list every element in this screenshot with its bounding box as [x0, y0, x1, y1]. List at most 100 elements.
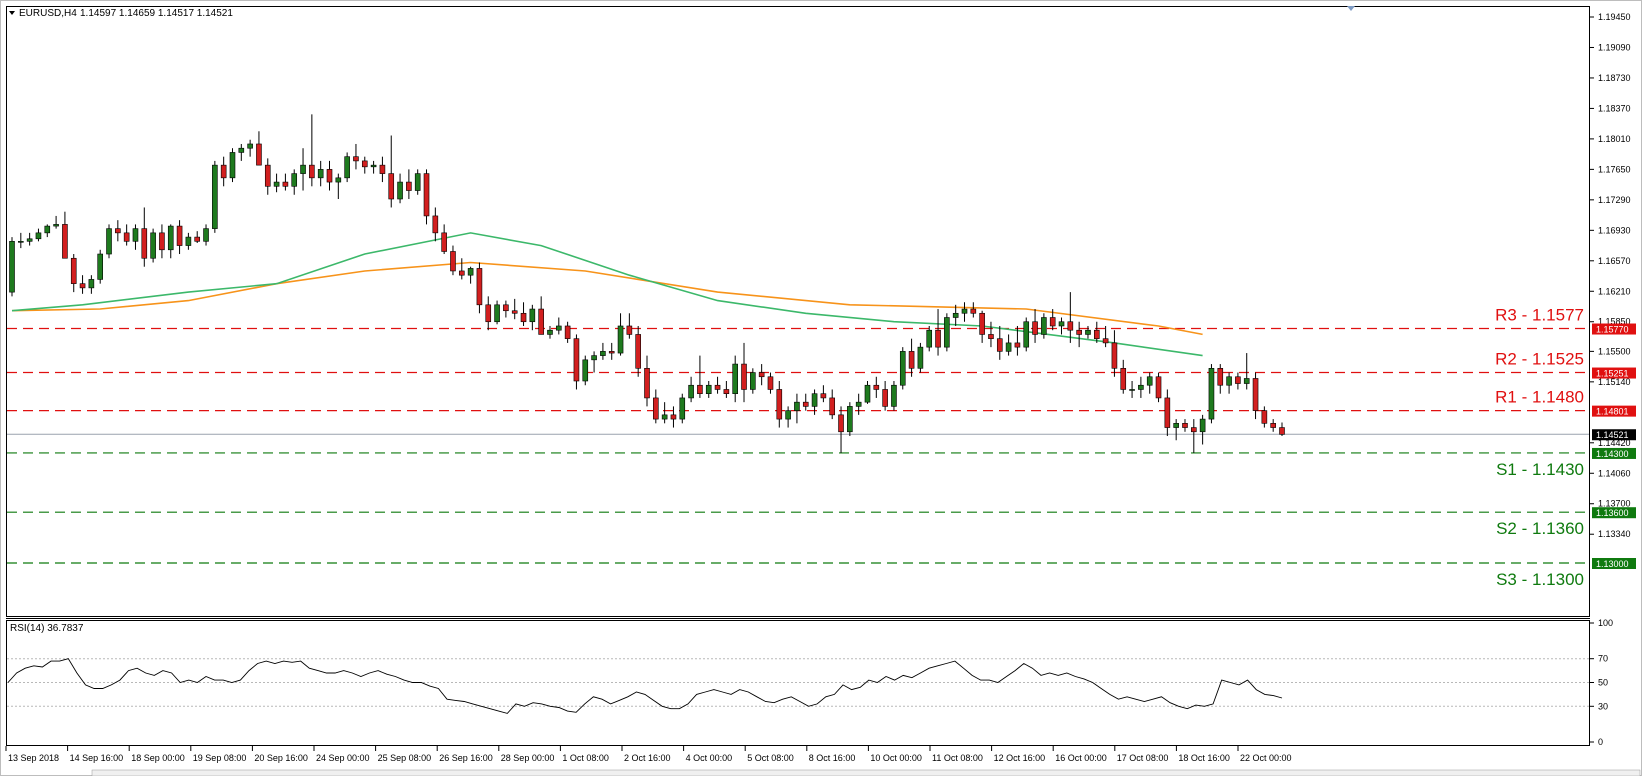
candle [820, 385, 827, 403]
chart-scrollbar[interactable] [91, 769, 1641, 776]
candle [458, 258, 465, 280]
bull-candle-body [864, 384, 871, 403]
candle [1129, 381, 1135, 398]
bear-candle-body [970, 308, 977, 314]
candle [247, 139, 253, 157]
support-label: S1 - 1.1430 [1496, 460, 1584, 479]
candle [847, 402, 853, 437]
time-tick-label: 8 Oct 16:00 [809, 753, 856, 763]
candle [1138, 376, 1144, 398]
bull-candle-body [952, 312, 959, 318]
candle [891, 381, 897, 411]
candle [705, 381, 712, 398]
support-label: S3 - 1.1300 [1496, 570, 1584, 589]
candle [529, 304, 536, 331]
candle [282, 173, 289, 191]
candle [1093, 321, 1100, 343]
bear-candle-body [1164, 397, 1171, 428]
candle [26, 232, 33, 246]
bull-candle-body [944, 317, 950, 348]
bear-candle-body [697, 384, 703, 394]
bull-candle-body [1173, 423, 1179, 428]
candle [97, 249, 103, 284]
bull-candle-body [617, 325, 624, 354]
candle [1049, 309, 1056, 331]
candle [256, 131, 262, 166]
candle [476, 262, 483, 314]
candle [600, 342, 606, 360]
candle [370, 160, 377, 174]
rsi-line [7, 658, 1283, 714]
bull-candle-body [132, 228, 139, 242]
bear-candle-body [996, 338, 1003, 352]
candle [767, 372, 774, 394]
candle [608, 342, 615, 360]
candle [503, 300, 509, 318]
rsi-axis: 100 70 50 30 0 [1590, 618, 1613, 747]
bull-candle-body [899, 351, 906, 386]
level-price-tag-text: 1.15770 [1596, 325, 1629, 335]
resistance-label: R1 - 1.1480 [1495, 388, 1584, 407]
candle [670, 406, 677, 428]
bear-candle-body [309, 164, 315, 179]
candle [1111, 330, 1118, 377]
bull-candle-body [229, 152, 236, 179]
bear-candle-body [573, 338, 580, 382]
shift-marker-icon[interactable] [1347, 6, 1355, 11]
time-tick-label: 18 Sep 00:00 [131, 753, 185, 763]
bull-candle-body [273, 181, 280, 187]
collapse-triangle-icon[interactable] [9, 11, 15, 15]
bull-candle-body [1199, 418, 1206, 433]
time-tick-label: 12 Oct 16:00 [994, 753, 1046, 763]
candle [344, 152, 350, 183]
candle [159, 224, 165, 259]
ma-fast-line [11, 232, 1203, 357]
candle [1023, 317, 1030, 352]
bear-candle-body [820, 393, 827, 399]
rsi-tick-label: 50 [1598, 678, 1608, 688]
bear-candle-body [194, 236, 201, 242]
price-tick-label: 1.16210 [1598, 286, 1631, 296]
candle [794, 393, 800, 424]
bear-candle-body [176, 225, 183, 246]
current-price-tag [1592, 429, 1636, 441]
bear-candle-body [511, 310, 518, 314]
bear-candle-body [1067, 321, 1074, 331]
price-tick-label: 1.13340 [1598, 529, 1631, 539]
bull-candle-body [1146, 376, 1153, 386]
rsi-label: RSI(14) 36.7837 [10, 623, 84, 634]
bull-candle-body [582, 359, 589, 382]
bear-candle-body [379, 164, 386, 174]
bear-candle-body [935, 329, 941, 348]
time-tick-label: 17 Oct 08:00 [1117, 753, 1169, 763]
candle [1146, 372, 1153, 394]
candle [1067, 292, 1074, 343]
candle [573, 334, 580, 390]
time-tick-label: 19 Sep 08:00 [193, 753, 247, 763]
resistance-label: R2 - 1.1525 [1495, 350, 1584, 369]
price-tick-label: 1.17290 [1598, 195, 1631, 205]
candle [723, 381, 730, 398]
candle [423, 169, 430, 225]
level-price-tag [1592, 323, 1636, 335]
bull-candle-body [600, 351, 606, 356]
bear-candle-body [123, 232, 130, 242]
candle [714, 376, 721, 394]
ma-slow-line [11, 261, 1203, 336]
price-tick-label: 1.14060 [1598, 468, 1631, 478]
price-tick-label: 1.18370 [1598, 103, 1631, 113]
candle [273, 173, 280, 193]
candle [811, 389, 818, 415]
bull-candle-body [247, 143, 253, 149]
bear-candle-body [476, 268, 483, 306]
bear-candle-body [644, 368, 650, 399]
candle [432, 207, 439, 242]
time-tick-label: 11 Oct 08:00 [932, 753, 983, 763]
candle [926, 325, 933, 352]
candle [379, 156, 386, 183]
candle [35, 228, 42, 242]
rsi-panel[interactable] [6, 620, 1590, 746]
candle [511, 298, 518, 320]
level-price-tag [1592, 405, 1636, 417]
candle [855, 393, 862, 415]
